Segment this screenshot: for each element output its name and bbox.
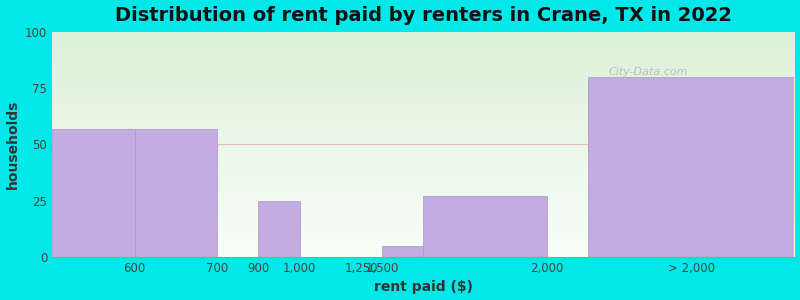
Text: City-Data.com: City-Data.com (609, 67, 688, 77)
X-axis label: rent paid ($): rent paid ($) (374, 280, 473, 294)
Bar (588, 77, 794, 257)
Bar (423, 196, 547, 257)
Bar (134, 129, 217, 257)
Title: Distribution of rent paid by renters in Crane, TX in 2022: Distribution of rent paid by renters in … (115, 6, 732, 25)
Y-axis label: households: households (6, 100, 19, 189)
Bar (52, 129, 134, 257)
Bar (258, 201, 300, 257)
Bar (382, 246, 423, 257)
